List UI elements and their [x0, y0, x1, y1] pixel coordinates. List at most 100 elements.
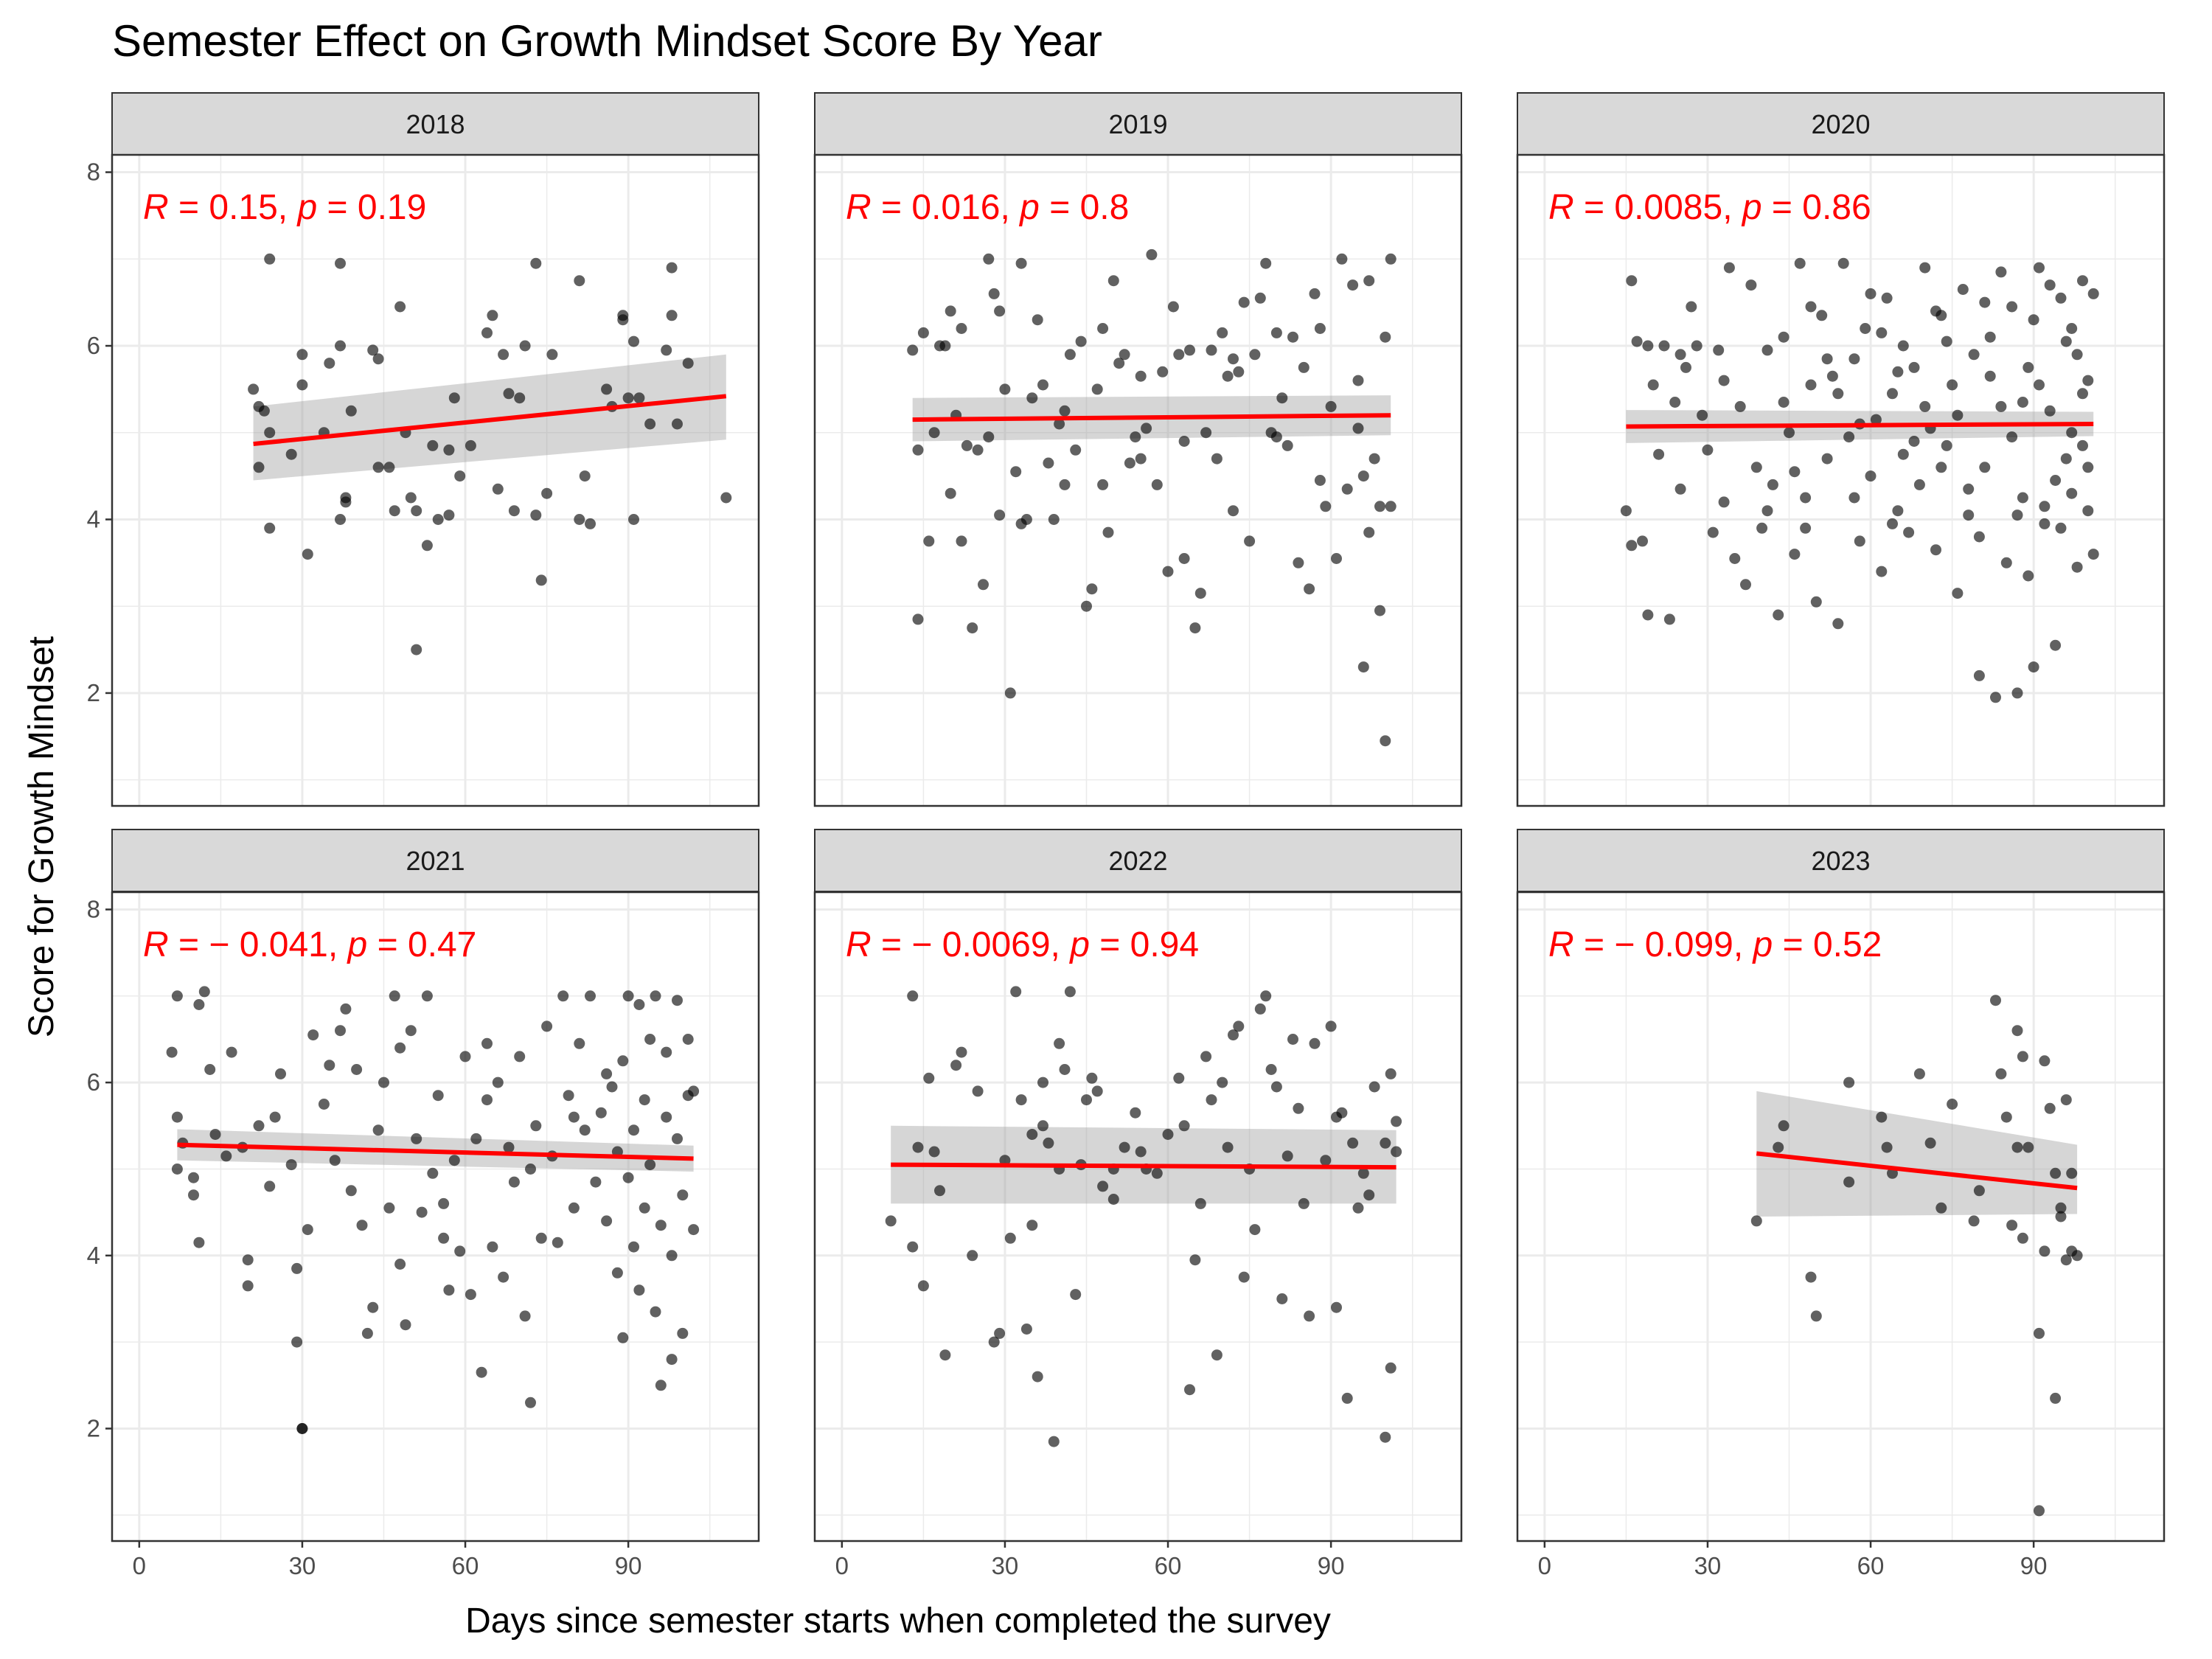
data-point — [628, 514, 639, 525]
data-point — [318, 1099, 330, 1110]
correlation-annotation: R = 0.15, p = 0.19 — [143, 188, 426, 227]
data-point — [1380, 735, 1391, 747]
data-point — [1642, 340, 1654, 352]
data-point — [1059, 479, 1071, 490]
data-point — [568, 1111, 580, 1123]
y-tick-label: 2 — [87, 679, 100, 706]
data-point — [1091, 1085, 1103, 1097]
data-point — [928, 427, 940, 439]
data-point — [487, 310, 498, 321]
data-point — [1761, 344, 1773, 356]
data-point — [1341, 1392, 1353, 1404]
data-point — [454, 1245, 466, 1257]
data-point — [1254, 292, 1266, 304]
data-point — [1968, 349, 1980, 361]
data-point — [242, 1254, 254, 1266]
data-point — [1773, 1141, 1784, 1153]
data-point — [666, 310, 678, 321]
data-point — [2055, 1211, 2067, 1222]
data-point — [171, 1111, 183, 1123]
data-point — [988, 288, 1000, 299]
data-point — [912, 1141, 924, 1153]
data-point — [1341, 483, 1353, 495]
data-point — [405, 492, 417, 504]
scatter-points — [1750, 995, 2083, 1517]
data-point — [1702, 444, 1714, 456]
data-point — [563, 1090, 574, 1102]
data-point — [335, 257, 346, 269]
r-symbol: R — [143, 925, 169, 964]
p-symbol: p — [1068, 925, 1090, 964]
data-point — [307, 1029, 319, 1041]
data-point — [2028, 314, 2039, 326]
data-point — [907, 1241, 919, 1253]
p-value: = 0.86 — [1762, 188, 1871, 227]
data-point — [1200, 1051, 1212, 1062]
data-point — [1805, 1271, 1817, 1283]
panel-background — [1517, 892, 2164, 1541]
data-point — [1385, 1068, 1397, 1079]
data-point — [2055, 1202, 2067, 1214]
data-point — [454, 470, 466, 482]
data-point — [2060, 335, 2072, 347]
data-point — [1887, 518, 1898, 529]
data-point — [1048, 1436, 1060, 1447]
x-tick-label: 0 — [133, 1552, 146, 1579]
data-point — [907, 990, 919, 1002]
data-point — [1805, 301, 1817, 313]
facet-strip-label: 2023 — [1811, 846, 1870, 876]
data-point — [394, 1042, 406, 1054]
data-point — [1897, 448, 1909, 460]
data-point — [2060, 1254, 2072, 1266]
data-point — [1320, 501, 1332, 512]
data-point — [1995, 400, 2007, 412]
data-point — [508, 1176, 520, 1188]
data-point — [394, 1259, 406, 1270]
data-point — [1119, 349, 1130, 361]
data-point — [1238, 296, 1250, 308]
data-point — [302, 1224, 313, 1236]
data-point — [275, 1068, 286, 1079]
data-point — [1865, 288, 1877, 299]
data-point — [628, 1124, 639, 1136]
data-point — [644, 418, 656, 430]
data-point — [209, 1129, 221, 1140]
data-point — [1026, 1129, 1038, 1140]
facet-strip-label: 2019 — [1108, 109, 1167, 139]
data-point — [416, 1206, 428, 1218]
data-point — [1848, 492, 1860, 504]
data-point — [1287, 1034, 1298, 1045]
data-point — [988, 1336, 1000, 1348]
data-point — [1995, 266, 2007, 278]
facet-strip — [1517, 92, 2165, 156]
x-tick-label: 30 — [1694, 1552, 1722, 1579]
data-point — [340, 496, 352, 508]
data-point — [1385, 501, 1397, 512]
data-point — [514, 392, 526, 404]
data-point — [617, 1055, 629, 1067]
r-value: = − 0.041, — [169, 925, 348, 964]
data-point — [1935, 1202, 1947, 1214]
data-point — [1298, 361, 1310, 373]
data-point — [1887, 388, 1898, 400]
facet-strip — [1517, 829, 2165, 892]
data-point — [2071, 561, 2083, 573]
panel-background — [1517, 155, 2164, 806]
data-point — [1941, 335, 1952, 347]
data-point — [1206, 1094, 1217, 1106]
r-value: = 0.15, — [169, 188, 298, 227]
gridlines — [112, 155, 759, 806]
data-point — [2066, 487, 2078, 499]
data-point — [2060, 453, 2072, 465]
data-point — [1260, 257, 1272, 269]
data-point — [1800, 492, 1812, 504]
data-point — [1952, 409, 1964, 421]
data-point — [939, 1349, 951, 1361]
data-point — [1157, 366, 1169, 378]
data-point — [519, 340, 531, 352]
data-point — [1930, 544, 1941, 556]
data-point — [1352, 422, 1364, 434]
data-point — [1015, 1094, 1027, 1106]
data-point — [2006, 301, 2018, 313]
x-tick-label: 0 — [1538, 1552, 1551, 1579]
